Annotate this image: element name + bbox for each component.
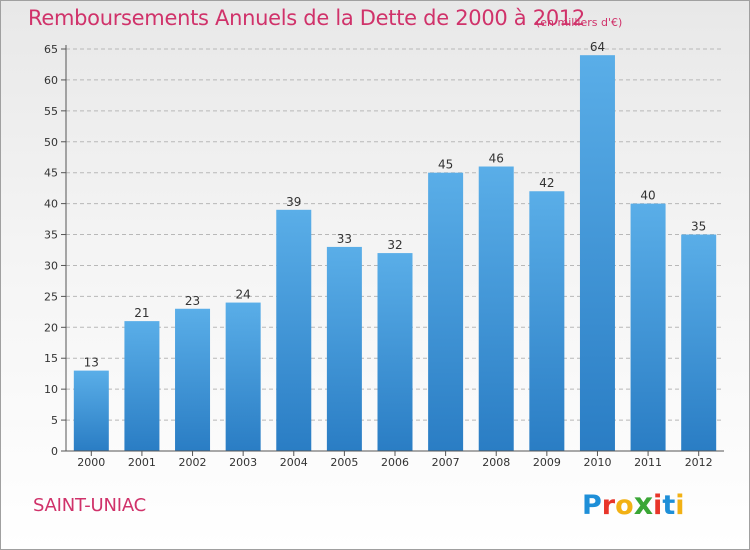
bar: [276, 209, 312, 451]
data-label: 32: [387, 238, 402, 252]
x-tick-label: 2004: [280, 456, 308, 469]
y-tick-label: 55: [44, 105, 58, 118]
y-tick-label: 30: [44, 259, 58, 272]
logo-letter: o: [615, 490, 634, 521]
x-tick-label: 2007: [432, 456, 460, 469]
data-label: 64: [590, 40, 605, 54]
logo-letter: i: [653, 490, 663, 521]
bar: [529, 191, 565, 451]
logo-letter: x: [633, 487, 654, 522]
logo-letter: P: [582, 490, 602, 521]
data-label: 35: [691, 220, 706, 234]
x-tick-label: 2008: [482, 456, 510, 469]
y-tick-label: 40: [44, 198, 58, 211]
y-tick-label: 25: [44, 290, 58, 303]
x-tick-label: 2005: [330, 456, 358, 469]
bar: [73, 370, 109, 451]
x-tick-label: 2011: [634, 456, 662, 469]
data-label: 46: [489, 152, 504, 166]
y-tick-label: 45: [44, 167, 58, 180]
proxiti-logo: Proxiti: [582, 487, 685, 522]
town-name: SAINT-UNIAC: [33, 495, 146, 516]
chart-title: Remboursements Annuels de la Dette de 20…: [28, 6, 585, 30]
bar: [681, 234, 717, 451]
bar: [428, 172, 464, 451]
x-tick-label: 2001: [128, 456, 156, 469]
data-label: 24: [236, 288, 251, 302]
data-label: 23: [185, 294, 200, 308]
data-label: 13: [84, 356, 99, 370]
x-tick-label: 2002: [179, 456, 207, 469]
bar: [175, 308, 211, 451]
x-tick-label: 2012: [685, 456, 713, 469]
x-tick-label: 2010: [583, 456, 611, 469]
data-label: 33: [337, 232, 352, 246]
y-tick-label: 50: [44, 136, 58, 149]
chart-subtitle: (en milliers d'€): [536, 16, 623, 29]
logo-letter: t: [662, 490, 676, 521]
logo-letter: r: [601, 490, 616, 521]
data-label: 21: [134, 306, 149, 320]
data-label: 45: [438, 158, 453, 172]
bars: 13 21 23 24 39 33 32 45 46 42 64 40 35: [73, 40, 717, 451]
bar: [579, 55, 615, 451]
y-tick-label: 35: [44, 229, 58, 242]
y-tick-label: 10: [44, 383, 58, 396]
x-tick-label: 2009: [533, 456, 561, 469]
x-tick-label: 2006: [381, 456, 409, 469]
x-tick-label: 2003: [229, 456, 257, 469]
y-tick-label: 5: [51, 414, 58, 427]
data-label: 42: [539, 176, 554, 190]
bar: [630, 203, 666, 451]
y-tick-label: 60: [44, 74, 58, 87]
y-tick-label: 20: [44, 321, 58, 334]
bar: [478, 166, 514, 451]
bar: [377, 253, 413, 451]
data-label: 40: [640, 189, 655, 203]
data-label: 39: [286, 195, 301, 209]
bar: [326, 246, 362, 451]
bar: [225, 302, 261, 451]
x-tick-label: 2000: [77, 456, 105, 469]
axes: 0 5 10 15 20 25 30 35 40 45 50 55 60 65 2000 2001 2002 20…: [44, 43, 724, 469]
bar: [124, 321, 160, 451]
y-tick-label: 0: [51, 445, 58, 458]
y-tick-label: 65: [44, 43, 58, 56]
y-tick-label: 15: [44, 352, 58, 365]
logo-letter: i: [675, 490, 685, 521]
